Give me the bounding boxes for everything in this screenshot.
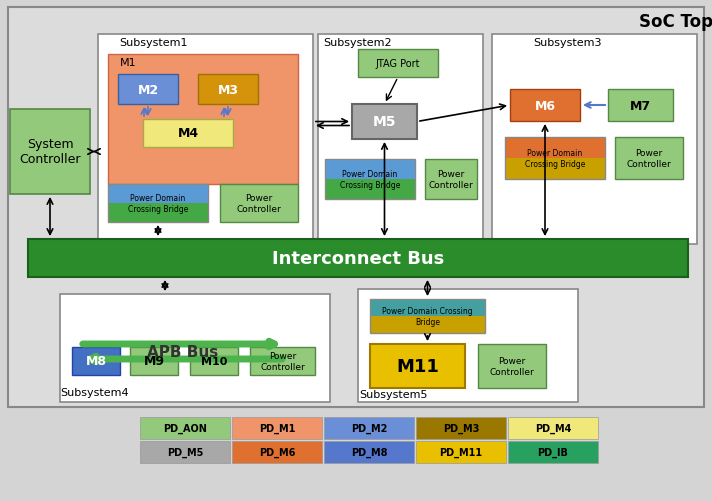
Bar [130, 347, 178, 375]
Bar [324, 417, 414, 439]
Bar [325, 160, 415, 180]
Text: M5: M5 [373, 115, 397, 129]
Text: Power
Controller: Power Controller [260, 352, 305, 371]
Bar [108, 55, 298, 185]
Bar [108, 203, 208, 222]
Text: M8: M8 [85, 355, 107, 368]
Bar [370, 300, 485, 316]
Bar [28, 239, 688, 278]
Text: PD_M8: PD_M8 [351, 447, 387, 457]
Bar [370, 300, 485, 333]
Bar [416, 417, 506, 439]
Text: M3: M3 [217, 83, 239, 96]
Text: PD_M11: PD_M11 [439, 447, 483, 457]
Bar [190, 347, 238, 375]
Text: Subsystem1: Subsystem1 [119, 38, 187, 48]
Text: M1: M1 [120, 58, 136, 68]
Text: M9: M9 [144, 355, 164, 368]
Bar [220, 185, 298, 222]
Text: SoC Top: SoC Top [639, 13, 712, 31]
Text: Subsystem5: Subsystem5 [359, 389, 427, 399]
Bar [8, 8, 704, 407]
Text: Power Domain
Crossing Bridge: Power Domain Crossing Bridge [340, 170, 400, 189]
Bar [198, 75, 258, 105]
Bar [324, 441, 414, 463]
Bar [505, 159, 605, 180]
Bar [232, 441, 322, 463]
Bar [608, 90, 673, 122]
Text: APB Bus: APB Bus [147, 344, 218, 359]
Text: Power Domain
Crossing Bridge: Power Domain Crossing Bridge [128, 194, 188, 213]
Bar [358, 290, 578, 402]
Text: PD_M5: PD_M5 [167, 447, 203, 457]
Bar [615, 138, 683, 180]
Bar [505, 138, 605, 180]
Bar [505, 138, 605, 159]
Bar [325, 160, 415, 199]
Text: Power
Controller: Power Controller [429, 170, 473, 189]
Bar [143, 120, 233, 148]
Text: M4: M4 [177, 127, 199, 140]
Text: PD_M6: PD_M6 [259, 447, 295, 457]
Text: M6: M6 [535, 99, 555, 112]
Bar [416, 441, 506, 463]
Bar [118, 75, 178, 105]
Text: PD_M1: PD_M1 [259, 423, 295, 433]
Text: JTAG Port: JTAG Port [376, 59, 420, 69]
Bar [108, 185, 208, 203]
Bar [370, 344, 465, 388]
Bar [98, 35, 313, 249]
Bar [492, 35, 697, 244]
Bar [352, 105, 417, 140]
Bar [508, 441, 598, 463]
Bar [140, 417, 230, 439]
Text: M7: M7 [630, 99, 651, 112]
Bar [508, 417, 598, 439]
Bar [60, 295, 330, 402]
Text: M11: M11 [396, 357, 439, 375]
Text: PD_M2: PD_M2 [351, 423, 387, 433]
Bar [10, 110, 90, 194]
Text: PD_AON: PD_AON [163, 423, 207, 433]
Text: M2: M2 [137, 83, 159, 96]
Text: System
Controller: System Controller [19, 138, 80, 166]
Bar [370, 316, 485, 333]
Bar [510, 90, 580, 122]
Text: Subsystem3: Subsystem3 [533, 38, 601, 48]
Bar [250, 347, 315, 375]
Bar [325, 180, 415, 199]
Bar [425, 160, 477, 199]
Text: Power
Controller: Power Controller [627, 149, 671, 168]
Bar [358, 50, 438, 78]
Text: Subsystem2: Subsystem2 [324, 38, 392, 48]
Bar [72, 347, 120, 375]
Text: M10: M10 [201, 356, 227, 366]
Bar [478, 344, 546, 388]
Text: PD_M3: PD_M3 [443, 423, 479, 433]
Text: Subsystem4: Subsystem4 [61, 387, 130, 397]
Text: Power Domain Crossing
Bridge: Power Domain Crossing Bridge [382, 307, 473, 326]
Text: Power
Controller: Power Controller [490, 357, 535, 376]
Bar [318, 35, 483, 244]
Bar [140, 441, 230, 463]
Bar [232, 417, 322, 439]
Text: Power
Controller: Power Controller [236, 194, 281, 213]
Text: PD_M4: PD_M4 [535, 423, 571, 433]
Bar [108, 185, 208, 222]
Text: Power Domain
Crossing Bridge: Power Domain Crossing Bridge [525, 149, 585, 168]
Text: Interconnect Bus: Interconnect Bus [272, 249, 444, 268]
Text: PD_IB: PD_IB [538, 447, 568, 457]
